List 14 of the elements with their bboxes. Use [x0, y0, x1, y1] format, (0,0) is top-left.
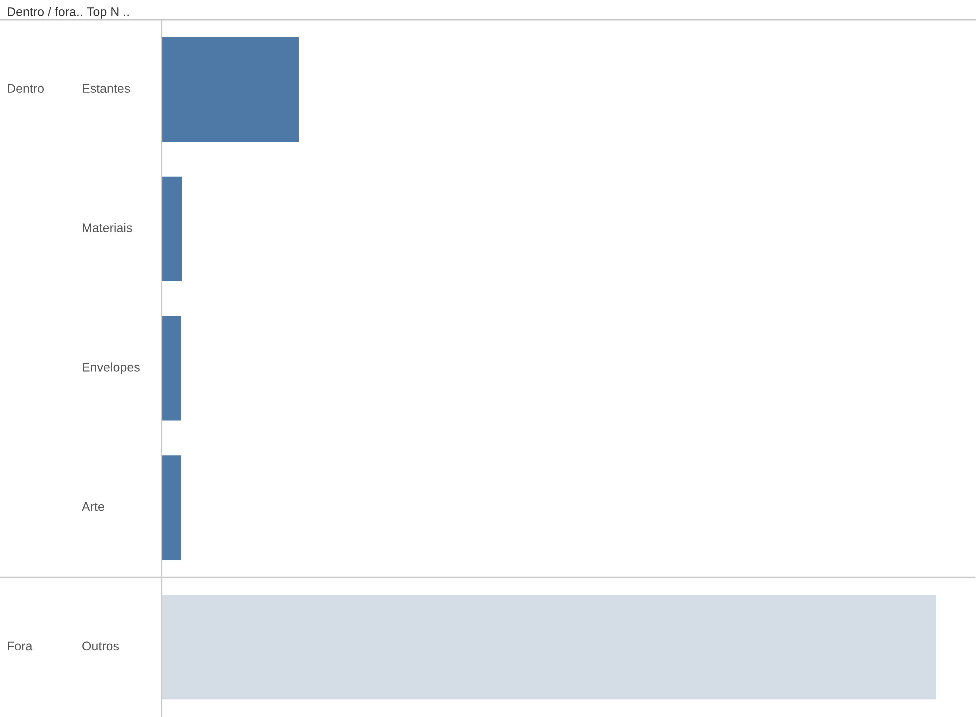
text: Top N ..	[87, 8, 129, 19]
y-tick-label: Outros	[82, 642, 120, 651]
text: Dentro	[8, 84, 44, 94]
bar	[162, 456, 182, 560]
y-tick-label: Estantes	[83, 84, 130, 94]
text: Dentro / fora..	[8, 7, 82, 16]
y-tick-label: Materiais	[83, 223, 132, 232]
bar	[162, 595, 936, 700]
bar	[162, 176, 182, 282]
text: Fora	[8, 642, 33, 651]
bar	[162, 316, 182, 421]
bar	[162, 37, 300, 142]
y-tick-label: Arte	[82, 502, 104, 512]
y-tick-label: Envelopes	[83, 362, 140, 374]
